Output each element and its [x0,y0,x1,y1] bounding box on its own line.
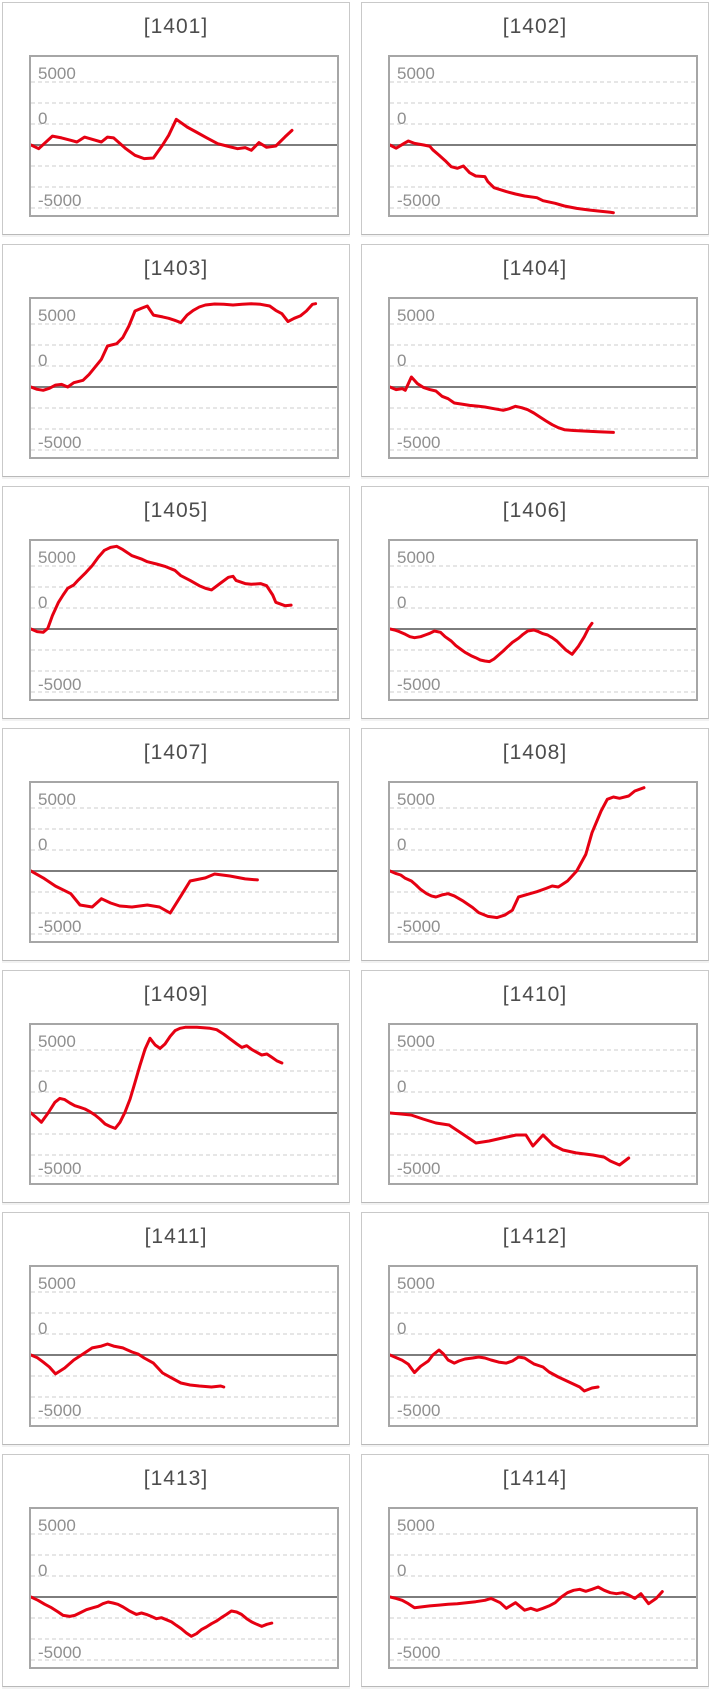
slump-line-chart [390,1533,696,1661]
chart-panel: [1409] 5000 0 -5000 [2,970,350,1203]
chart-title: [1408] [502,741,568,764]
slump-line-chart [31,544,337,693]
chart-panel: [1414] 5000 0 -5000 [361,1454,709,1687]
plot-area: 5000 0 -5000 [388,781,698,943]
data-series-line [390,1585,664,1612]
chart-title: [1402] [502,15,568,38]
slump-line-chart [31,1533,337,1661]
chart-panel: [1403] 5000 0 -5000 [2,244,350,477]
data-series-line [390,139,615,215]
plot-area: 5000 0 -5000 [388,1507,698,1669]
slump-line-chart [390,1049,696,1177]
plot-area: 5000 0 -5000 [388,539,698,701]
data-series-line [390,1348,600,1393]
chart-panel: [1402] 5000 0 -5000 [361,2,709,235]
plot-area: 5000 0 -5000 [388,55,698,217]
plot-area: 5000 0 -5000 [388,1023,698,1185]
chart-title: [1406] [502,499,568,522]
chart-panel: [1412] 5000 0 -5000 [361,1212,709,1445]
plot-area: 5000 0 -5000 [29,1265,339,1427]
chart-panel: [1405] 5000 0 -5000 [2,486,350,719]
plot-area: 5000 0 -5000 [388,297,698,459]
chart-title: [1413] [143,1467,209,1490]
plot-area: 5000 0 -5000 [29,1023,339,1185]
chart-title: [1404] [502,257,568,280]
plot-area: 5000 0 -5000 [29,539,339,701]
chart-title: [1407] [143,741,209,764]
chart-title: [1403] [143,257,209,280]
chart-title: [1412] [502,1225,568,1248]
plot-area: 5000 0 -5000 [29,297,339,459]
chart-title: [1410] [502,983,568,1006]
chart-panel: [1411] 5000 0 -5000 [2,1212,350,1445]
chart-panel: [1408] 5000 0 -5000 [361,728,709,961]
data-series-line [31,1595,274,1638]
chart-title: [1411] [144,1225,208,1248]
slump-line-chart [31,81,337,209]
data-series-line [31,117,294,161]
chart-panel: [1407] 5000 0 -5000 [2,728,350,961]
data-series-line [31,869,259,915]
plot-area: 5000 0 -5000 [29,55,339,217]
plot-area: 5000 0 -5000 [29,781,339,943]
chart-panel: [1410] 5000 0 -5000 [361,970,709,1203]
chart-title: [1409] [143,983,209,1006]
chart-panel: [1413] 5000 0 -5000 [2,1454,350,1687]
chart-panel: [1404] 5000 0 -5000 [361,244,709,477]
slump-line-chart [31,302,337,451]
chart-title: [1401] [143,15,209,38]
data-series-line [31,302,318,392]
data-series-line [31,1342,226,1389]
plot-area: 5000 0 -5000 [29,1507,339,1669]
data-series-line [31,544,293,634]
slump-line-chart [31,807,337,935]
data-series-line [31,1025,284,1130]
slump-line-chart [390,81,696,215]
chart-title: [1405] [143,499,209,522]
slump-line-chart [31,1291,337,1419]
data-series-line [390,375,615,434]
data-series-line [390,621,594,664]
slump-line-chart [390,323,696,451]
slump-line-chart [31,1025,337,1177]
slump-line-chart [390,1291,696,1419]
chart-panel: [1401] 5000 0 -5000 [2,2,350,235]
data-series-line [390,1111,631,1167]
plot-area: 5000 0 -5000 [388,1265,698,1427]
slump-line-chart [390,786,696,935]
data-series-line [390,786,646,920]
chart-title: [1414] [502,1467,568,1490]
slump-line-chart [390,565,696,693]
chart-panel: [1406] 5000 0 -5000 [361,486,709,719]
